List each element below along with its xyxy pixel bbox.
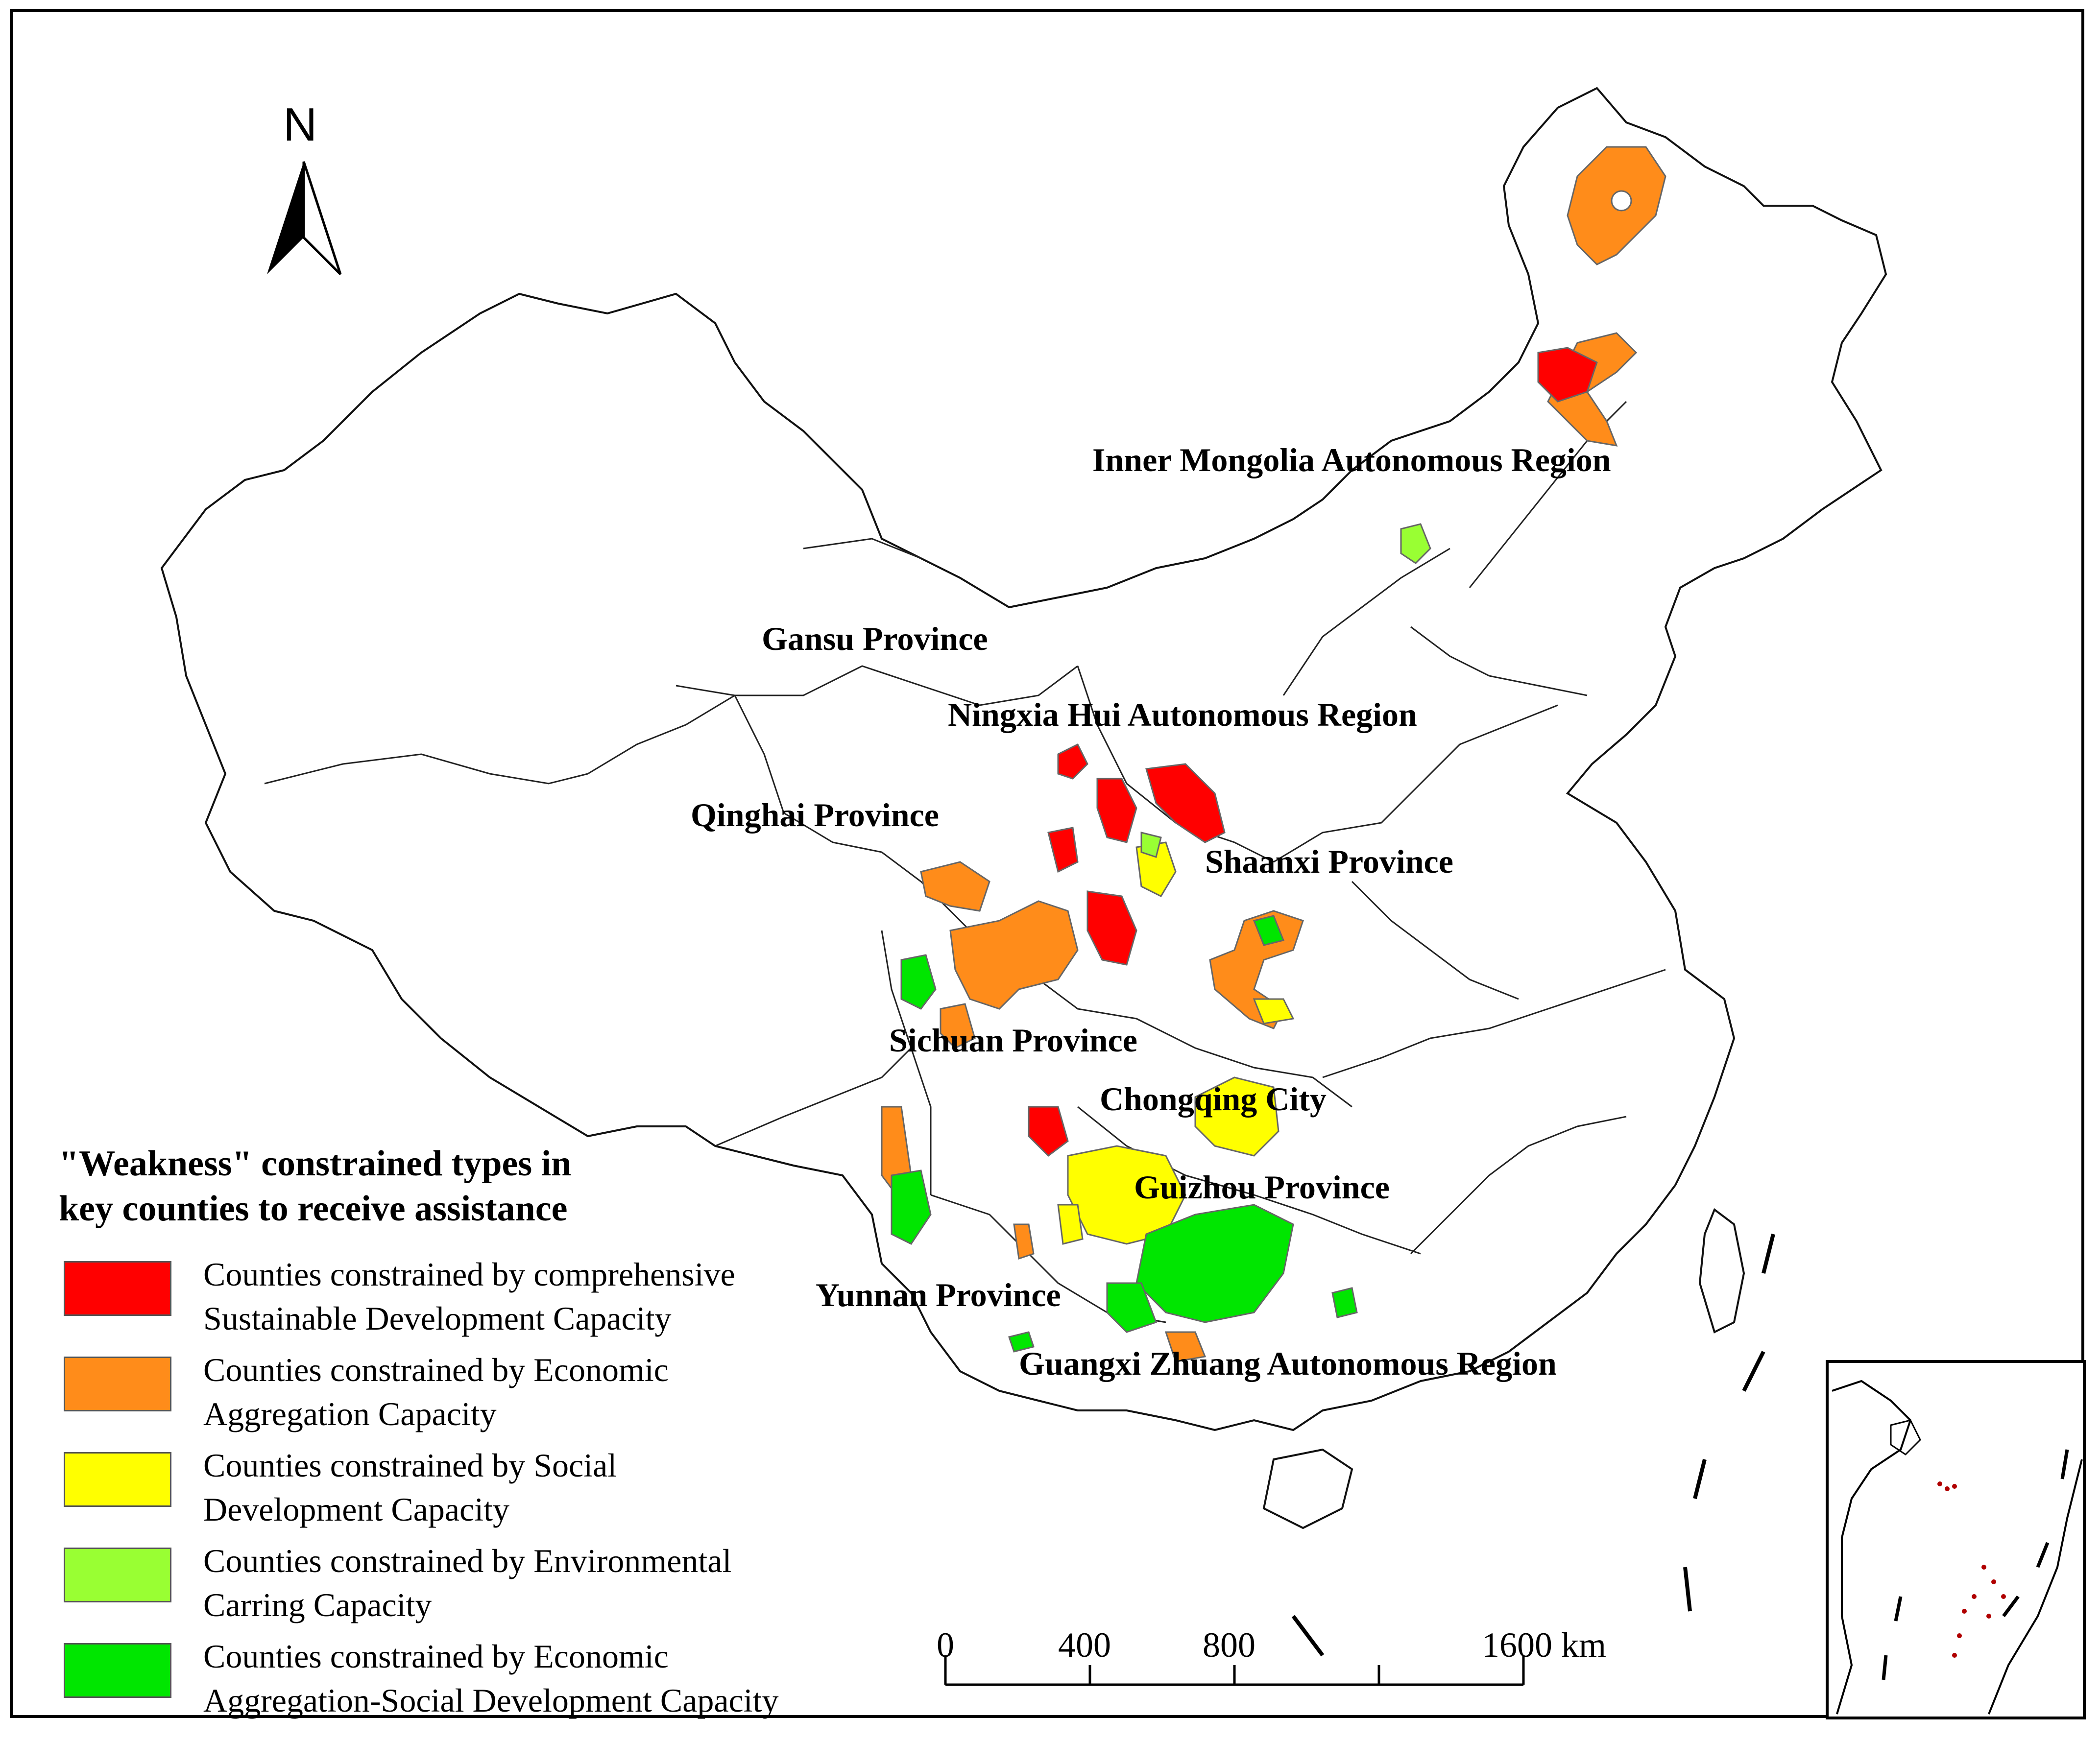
label-guizhou: Guizhou Province bbox=[1134, 1169, 1390, 1206]
cluster-shaanxi-south-green bbox=[1253, 915, 1285, 946]
legend-label: Counties constrained by Environmental Ca… bbox=[203, 1539, 938, 1627]
cluster-ningxia-red-1 bbox=[1057, 743, 1088, 780]
cluster-yunnan-yellow-2 bbox=[1057, 1204, 1084, 1245]
label-guangxi: Guangxi Zhuang Autonomous Region bbox=[1019, 1345, 1557, 1382]
scale-bar bbox=[944, 1655, 1525, 1686]
cluster-yunnan-green-small bbox=[1008, 1331, 1035, 1353]
cluster-gansu-red-1 bbox=[1047, 827, 1079, 873]
legend-swatch-red bbox=[64, 1261, 171, 1316]
cluster-im-south-red bbox=[1537, 347, 1598, 403]
label-chongqing: Chongqing City bbox=[1100, 1080, 1327, 1118]
cluster-guangxi-green bbox=[1331, 1287, 1358, 1318]
map-frame bbox=[10, 9, 2084, 1718]
inset-coastline bbox=[1832, 1380, 1912, 1715]
cluster-im-hole bbox=[1611, 190, 1632, 212]
cluster-qinghai-orange bbox=[920, 861, 990, 912]
legend-label: Counties constrained by Economic Aggrega… bbox=[203, 1348, 938, 1436]
north-arrow-icon bbox=[267, 161, 342, 275]
legend-swatch-yellow bbox=[64, 1452, 171, 1507]
cluster-guizhou-green bbox=[1135, 1204, 1294, 1323]
label-sichuan: Sichuan Province bbox=[889, 1022, 1137, 1059]
cluster-guangxi-orange bbox=[1164, 1331, 1207, 1362]
cluster-shaanxi-south-yellow bbox=[1253, 998, 1295, 1025]
cluster-shaanxi-yellow bbox=[1135, 841, 1177, 897]
cluster-im-green bbox=[1400, 523, 1431, 564]
cluster-yunnan-west-green bbox=[891, 1169, 932, 1245]
hainan-island bbox=[1262, 1448, 1353, 1529]
cluster-gansu-red-2 bbox=[1086, 890, 1137, 966]
legend-label-line2: Aggregation-Social Development Capacity bbox=[203, 1682, 779, 1719]
cluster-sichuan-south-red bbox=[1028, 1106, 1069, 1157]
cluster-shaanxi-green bbox=[1140, 832, 1162, 858]
legend-swatch-orange bbox=[64, 1357, 171, 1411]
scale-label-800: 800 bbox=[1203, 1625, 1255, 1665]
label-qinghai: Qinghai Province bbox=[691, 796, 939, 834]
county-clusters bbox=[881, 146, 1666, 1362]
label-gansu: Gansu Province bbox=[762, 620, 988, 657]
label-inner-mongolia: Inner Mongolia Autonomous Region bbox=[1092, 441, 1611, 478]
legend-title: "Weakness" constrained types in key coun… bbox=[59, 1141, 892, 1231]
legend-label-line1: Counties constrained by Economic bbox=[203, 1351, 669, 1388]
legend: "Weakness" constrained types in key coun… bbox=[59, 1141, 892, 1719]
legend-title-line1: "Weakness" constrained types in bbox=[59, 1144, 572, 1184]
legend-label-line2: Carring Capacity bbox=[203, 1586, 432, 1623]
scale-label-1600: 1600 km bbox=[1482, 1625, 1607, 1665]
inset-islands bbox=[1937, 1481, 2006, 1658]
legend-swatch-green bbox=[64, 1643, 171, 1698]
legend-label: Counties constrained by Economic Aggrega… bbox=[203, 1634, 938, 1722]
cluster-sichuan-orange-south bbox=[940, 1003, 976, 1049]
cluster-sichuan-green bbox=[900, 954, 937, 1010]
label-shaanxi: Shaanxi Province bbox=[1205, 843, 1453, 880]
inset-coastline-east bbox=[1988, 1459, 2083, 1715]
nine-dash-line bbox=[1291, 1234, 1775, 1657]
province-boundaries bbox=[264, 401, 1666, 1323]
legend-label-line1: Counties constrained by Environmental bbox=[203, 1542, 732, 1579]
scale-label-400: 400 bbox=[1058, 1625, 1111, 1665]
inset-hainan bbox=[1890, 1419, 1921, 1455]
legend-label-line1: Counties constrained by comprehensive bbox=[203, 1256, 735, 1293]
cluster-guizhou-green-west bbox=[1106, 1282, 1157, 1333]
legend-label-line1: Counties constrained by Social bbox=[203, 1447, 617, 1484]
label-ningxia: Ningxia Hui Autonomous Region bbox=[948, 696, 1417, 733]
legend-title-line2: key counties to receive assistance bbox=[59, 1189, 568, 1229]
inset-map bbox=[1826, 1360, 2086, 1719]
cluster-sichuan-orange-main bbox=[949, 900, 1079, 1010]
cluster-yunnan-orange-small bbox=[1013, 1223, 1035, 1260]
china-outline bbox=[160, 87, 1887, 1431]
legend-label-line2: Sustainable Development Capacity bbox=[203, 1300, 672, 1337]
north-label: N bbox=[283, 98, 317, 151]
legend-label-line2: Aggregation Capacity bbox=[203, 1395, 497, 1432]
legend-label-line2: Development Capacity bbox=[203, 1491, 510, 1528]
legend-label: Counties constrained by comprehensive Su… bbox=[203, 1252, 938, 1340]
cluster-chongqing-yellow bbox=[1194, 1076, 1279, 1157]
label-yunnan: Yunnan Province bbox=[816, 1276, 1061, 1313]
legend-swatch-lightgreen bbox=[64, 1548, 171, 1602]
scale-label-0: 0 bbox=[937, 1625, 954, 1665]
legend-label-line1: Counties constrained by Economic bbox=[203, 1638, 669, 1675]
taiwan-island bbox=[1698, 1208, 1745, 1334]
cluster-ningxia-red-2 bbox=[1096, 778, 1137, 843]
cluster-ningxia-red-3 bbox=[1145, 763, 1226, 843]
legend-label: Counties constrained by Social Developme… bbox=[203, 1443, 938, 1531]
inset-dash-line bbox=[1882, 1449, 2069, 1680]
